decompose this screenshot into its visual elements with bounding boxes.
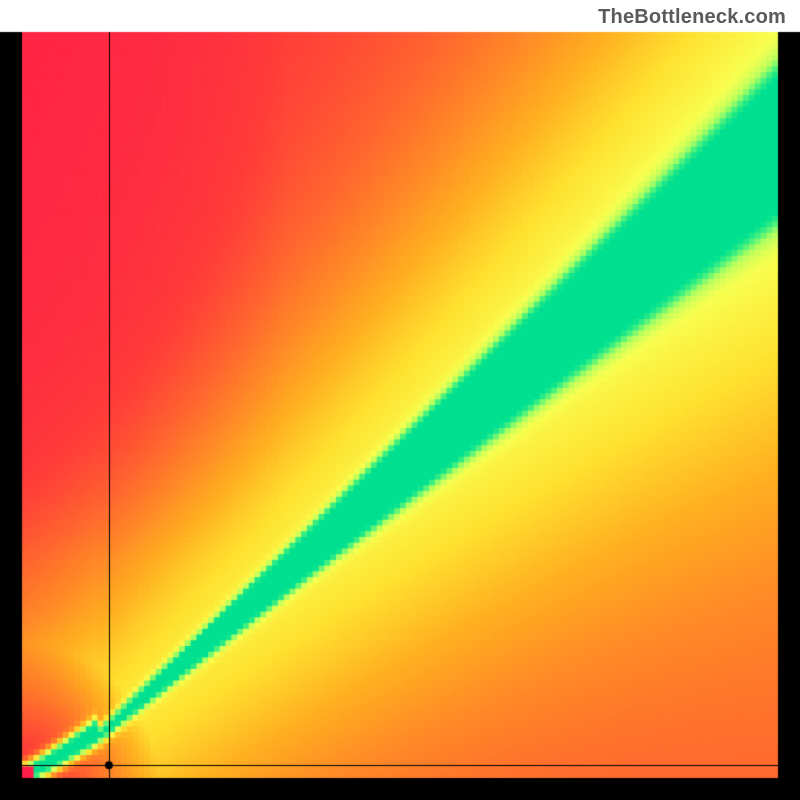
heatmap-canvas (0, 0, 800, 800)
watermark-text: TheBottleneck.com (598, 6, 786, 29)
chart-container: TheBottleneck.com (0, 0, 800, 800)
